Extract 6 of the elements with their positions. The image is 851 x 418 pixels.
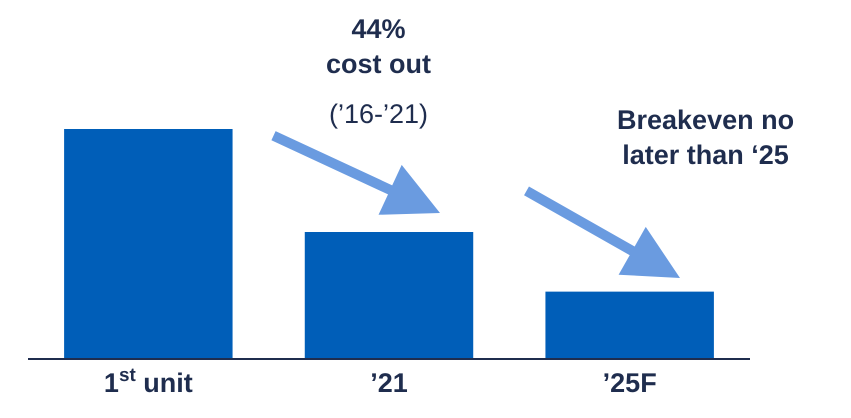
- x-tick-label: ’21: [370, 368, 408, 398]
- x-tick-label: 1$^{st}$ unit: [104, 364, 193, 398]
- x-tick-label: ’25F: [602, 368, 657, 398]
- annotation: Breakeven no later than ‘25: [617, 105, 794, 170]
- text: 44% cost out: [326, 14, 432, 80]
- annotation: (’16-’21): [329, 99, 428, 129]
